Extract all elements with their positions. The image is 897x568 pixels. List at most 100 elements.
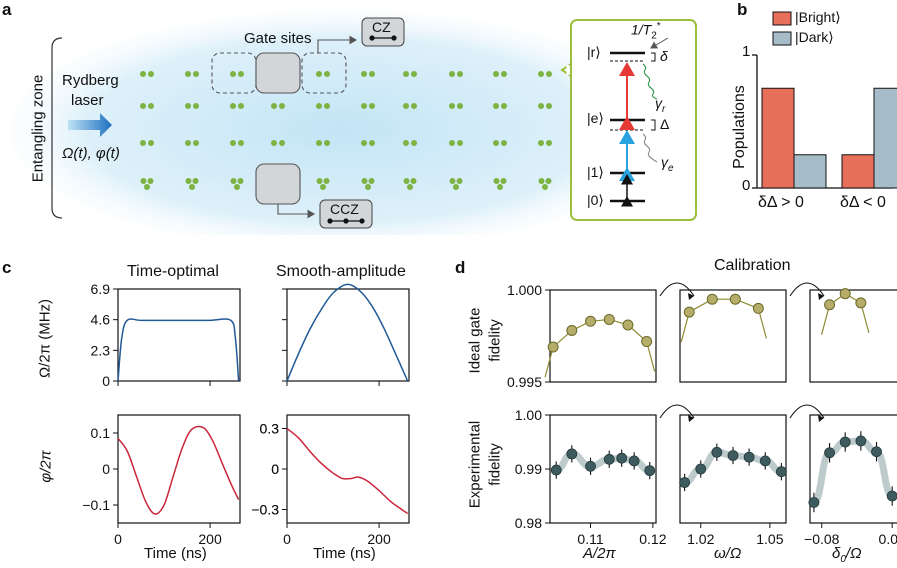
d-calibration-arrow-1-head bbox=[688, 293, 694, 300]
gamma-e-decay bbox=[642, 133, 658, 163]
d-ideal-point bbox=[641, 336, 653, 348]
d-exp-point bbox=[616, 452, 628, 464]
atom bbox=[237, 178, 244, 184]
d-exp-point bbox=[603, 453, 615, 465]
atom bbox=[193, 140, 199, 146]
d-ideal-point bbox=[622, 319, 634, 331]
laser-arrow bbox=[68, 113, 112, 137]
atom bbox=[457, 71, 463, 77]
c-title-left: Time-optimal bbox=[127, 263, 219, 280]
panel-letter-a: a bbox=[2, 0, 12, 19]
d-exp-ytick-label: 0.99 bbox=[515, 461, 542, 477]
atom bbox=[234, 184, 240, 190]
zone-bracket bbox=[51, 37, 63, 219]
d-exp-frame-1 bbox=[549, 414, 657, 524]
c-phase-left-xtick-label: 200 bbox=[198, 531, 222, 547]
atom bbox=[545, 178, 552, 184]
b-category-2: δΔ < 0 bbox=[840, 194, 886, 211]
c-amp-right-series-line bbox=[286, 283, 409, 382]
atom bbox=[493, 71, 499, 77]
d-exp-point bbox=[644, 465, 656, 477]
atom bbox=[500, 178, 507, 184]
t2-pointer bbox=[650, 37, 669, 49]
d-exp-point bbox=[886, 490, 897, 502]
d-exp-xtick-label: 0.11 bbox=[577, 531, 603, 547]
c-title-right: Smooth-amplitude bbox=[276, 263, 406, 280]
c-phase-right-ytick-label: 0 bbox=[271, 461, 279, 477]
c-phase-left-ytick-label: 0 bbox=[102, 461, 110, 477]
atom bbox=[192, 178, 199, 184]
d-exp-point bbox=[727, 450, 739, 461]
atom bbox=[546, 103, 552, 109]
c-xlabel-right: Time (ns) bbox=[313, 545, 376, 562]
atom bbox=[538, 140, 544, 146]
d-xlabel-3: δ0/Ω bbox=[832, 545, 862, 565]
atom bbox=[185, 71, 191, 77]
b-legend-dark-label: |Dark⟩ bbox=[795, 29, 834, 45]
atom bbox=[501, 140, 507, 146]
atom bbox=[449, 140, 455, 146]
c-ylabel-top: Ω/2π (MHz) bbox=[36, 298, 54, 379]
d-xlabel-2: ω/Ω bbox=[714, 545, 742, 562]
atom bbox=[230, 103, 236, 109]
atom bbox=[271, 103, 277, 109]
atom bbox=[316, 140, 322, 146]
d-exp-point bbox=[759, 455, 771, 467]
d-exp-point bbox=[871, 446, 882, 458]
atom bbox=[148, 71, 154, 77]
panel-letter-b: b bbox=[737, 0, 748, 19]
atom bbox=[456, 178, 463, 184]
c-phase-right-ytick-label: 0.3 bbox=[260, 421, 280, 437]
d-exp-point bbox=[711, 446, 723, 458]
cz-label: CZ bbox=[372, 19, 391, 35]
c-amp-left-ytick-label: 0 bbox=[102, 373, 110, 389]
d-ideal-frame-3 bbox=[809, 289, 897, 383]
cz-connector bbox=[317, 35, 358, 53]
d-ideal-point bbox=[547, 341, 559, 353]
c-phase-right-ytick-label: 0 bbox=[271, 461, 279, 477]
atom bbox=[185, 178, 192, 184]
d-ylabel-bottom-2: fidelity bbox=[486, 443, 504, 486]
atom bbox=[493, 140, 499, 146]
atom bbox=[324, 140, 330, 146]
atom bbox=[453, 184, 459, 190]
d-exp-point bbox=[566, 448, 578, 460]
d-calibration-arrow-3-head bbox=[688, 415, 694, 422]
atom bbox=[238, 103, 244, 109]
atom bbox=[457, 140, 463, 146]
atom bbox=[140, 71, 146, 77]
ccz-label: CCZ bbox=[330, 201, 359, 217]
gamma-e-label: γe bbox=[661, 154, 674, 174]
atom bbox=[324, 103, 330, 109]
d-calibration-arrow-4 bbox=[789, 404, 825, 419]
atom bbox=[140, 178, 147, 184]
d-exp-point bbox=[585, 460, 596, 472]
atom bbox=[538, 178, 545, 184]
atom bbox=[457, 103, 463, 109]
d-exp-point bbox=[839, 436, 851, 448]
atom bbox=[449, 71, 455, 77]
c-phase-right-xtick-label: 0 bbox=[283, 531, 291, 547]
d-calibration-arrow-1 bbox=[659, 282, 695, 297]
d-exp-point bbox=[679, 477, 691, 488]
d-exp-xtick-label: 0.12 bbox=[639, 531, 666, 547]
c-phase-left-series-line bbox=[117, 425, 240, 515]
panel-letter-c: c bbox=[2, 258, 12, 277]
atom bbox=[148, 140, 154, 146]
atom bbox=[449, 103, 455, 109]
laser-label-1: Rydberg bbox=[62, 72, 119, 89]
d-ideal-frame-2 bbox=[679, 289, 787, 383]
d-calibration-arrow-2-head bbox=[818, 293, 824, 300]
d-ideal-point bbox=[752, 302, 764, 314]
atom bbox=[369, 71, 375, 77]
atom bbox=[279, 103, 285, 109]
d-ylabel-bottom-1: Experimental bbox=[466, 420, 484, 509]
atom bbox=[361, 71, 367, 77]
d-exp-xtick-label: 0.01 bbox=[879, 531, 897, 547]
atom bbox=[230, 178, 237, 184]
atom bbox=[497, 184, 503, 190]
atom bbox=[238, 71, 244, 77]
atom bbox=[365, 184, 371, 190]
d-ideal-ytick-label: 1.000 bbox=[507, 282, 542, 298]
b-legend-bright-label: |Bright⟩ bbox=[795, 9, 841, 25]
